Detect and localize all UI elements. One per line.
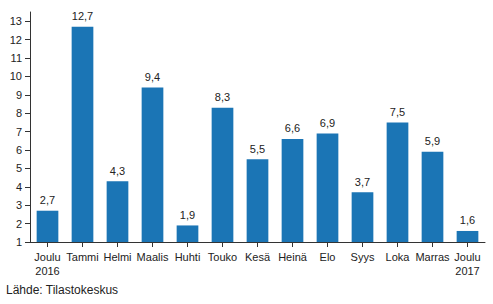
svg-text:8,3: 8,3 xyxy=(215,91,230,103)
svg-text:7,5: 7,5 xyxy=(390,106,405,118)
svg-text:Elo: Elo xyxy=(320,251,336,263)
svg-text:Tammi: Tammi xyxy=(66,251,98,263)
svg-text:3: 3 xyxy=(16,199,22,211)
svg-text:Maalis: Maalis xyxy=(137,251,169,263)
svg-text:6,6: 6,6 xyxy=(285,122,300,134)
svg-text:Joulu: Joulu xyxy=(454,251,480,263)
svg-text:Touko: Touko xyxy=(208,251,237,263)
svg-text:1,6: 1,6 xyxy=(460,214,475,226)
svg-text:4,3: 4,3 xyxy=(110,165,125,177)
svg-text:12: 12 xyxy=(10,34,22,46)
svg-text:2,7: 2,7 xyxy=(40,194,55,206)
svg-text:9,4: 9,4 xyxy=(145,71,160,83)
svg-text:1: 1 xyxy=(16,236,22,248)
svg-text:12,7: 12,7 xyxy=(72,10,93,22)
svg-text:2017: 2017 xyxy=(455,265,479,277)
svg-text:8: 8 xyxy=(16,107,22,119)
svg-text:Heinä: Heinä xyxy=(278,251,308,263)
svg-text:4: 4 xyxy=(16,181,22,193)
svg-text:10: 10 xyxy=(10,70,22,82)
svg-text:7: 7 xyxy=(16,126,22,138)
svg-text:Syys: Syys xyxy=(351,251,375,263)
svg-text:1,9: 1,9 xyxy=(180,209,195,221)
svg-text:Loka: Loka xyxy=(386,251,411,263)
svg-text:Marras: Marras xyxy=(415,251,450,263)
svg-text:Huhti: Huhti xyxy=(175,251,201,263)
svg-text:5,5: 5,5 xyxy=(250,143,265,155)
svg-text:2: 2 xyxy=(16,218,22,230)
svg-text:11: 11 xyxy=(11,52,22,64)
svg-text:2016: 2016 xyxy=(35,265,59,277)
svg-text:Joulu: Joulu xyxy=(34,251,60,263)
svg-text:5,9: 5,9 xyxy=(425,135,440,147)
svg-text:6,9: 6,9 xyxy=(320,117,335,129)
svg-text:9: 9 xyxy=(16,89,22,101)
svg-text:Lähde: Tilastokeskus: Lähde: Tilastokeskus xyxy=(6,283,118,297)
svg-text:Helmi: Helmi xyxy=(103,251,131,263)
svg-text:13: 13 xyxy=(10,15,22,27)
svg-text:3,7: 3,7 xyxy=(355,176,370,188)
svg-text:Kesä: Kesä xyxy=(245,251,271,263)
svg-text:6: 6 xyxy=(16,144,22,156)
svg-text:5: 5 xyxy=(16,162,22,174)
